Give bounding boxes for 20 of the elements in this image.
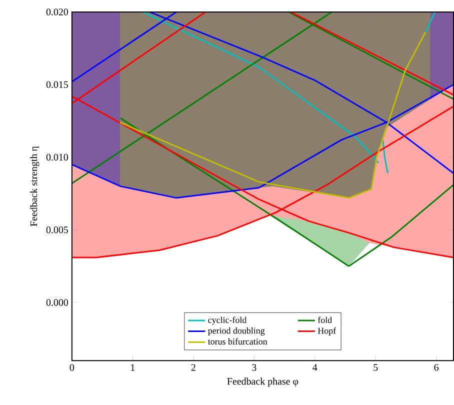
y-tick-label: 0.005 (46, 226, 68, 234)
legend-label: torus bifurcation (208, 338, 268, 345)
x-tick-label: 4 (312, 364, 318, 371)
legend-label: Hopf (318, 328, 336, 336)
x-tick-label: 6 (434, 364, 439, 372)
x-axis-title: Feedback phase φ (227, 378, 298, 387)
y-tick-label: 0.000 (46, 299, 68, 306)
legend-label: fold (318, 316, 332, 324)
x-tick-label: 2 (191, 364, 196, 371)
line-series (119, 32, 426, 199)
y-tick-label: 0.010 (46, 154, 68, 161)
legend-label: period doubling (208, 328, 265, 336)
y-tick-label: 0.015 (46, 81, 68, 88)
x-tick-label: 3 (252, 364, 256, 372)
y-tick-label: 0.020 (46, 8, 68, 16)
legend-label: cyclic-fold (208, 316, 247, 326)
x-tick-label: 0 (70, 364, 74, 372)
x-tick-label: 1 (131, 364, 135, 371)
y-axis-title: Feedback strength η (30, 146, 40, 226)
x-tick-label: 5 (374, 364, 378, 371)
